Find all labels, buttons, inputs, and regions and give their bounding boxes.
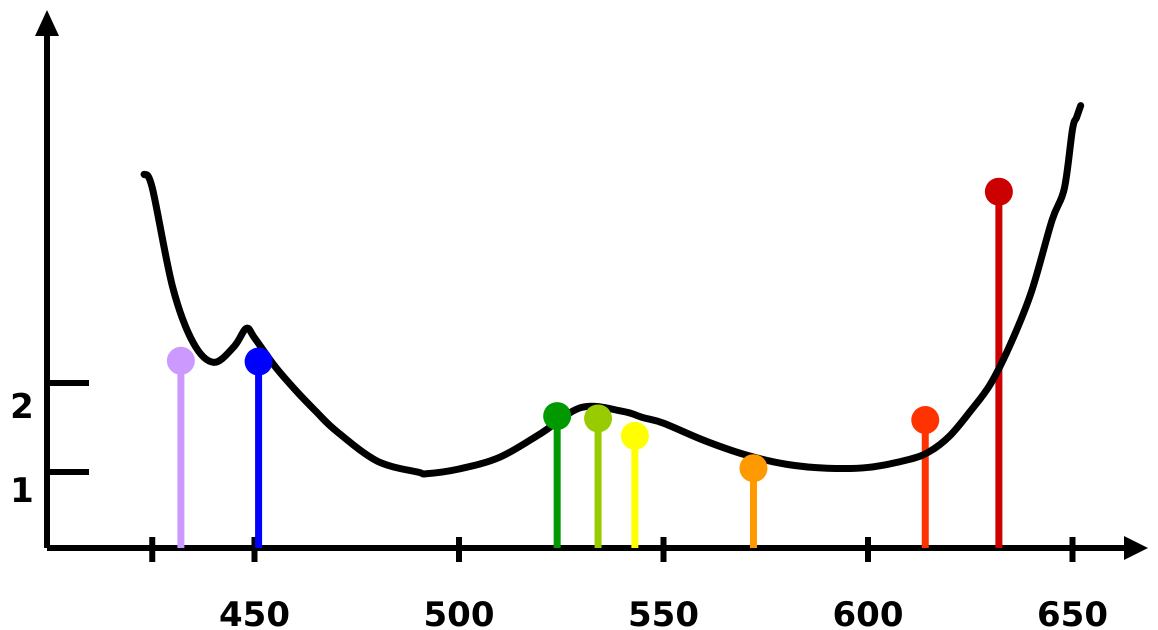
x-tick-label-5: 650 (1037, 595, 1108, 630)
x-tick-label-2: 500 (424, 595, 495, 630)
y-tick-label-0: 1 (10, 471, 34, 511)
x-axis-arrow (1124, 536, 1148, 560)
axes (35, 10, 1148, 560)
curve-line (140, 102, 1085, 478)
point-4 (620, 421, 649, 450)
point-1 (244, 347, 273, 376)
data-points (166, 177, 1013, 483)
x-tick-label-3: 550 (628, 595, 699, 630)
point-0 (166, 346, 195, 375)
point-6 (911, 406, 940, 435)
point-2 (543, 402, 572, 431)
x-tick-label-1: 450 (219, 595, 290, 630)
x-tick-label-4: 600 (833, 595, 904, 630)
y-tick-label-1: 2 (10, 387, 34, 427)
point-3 (584, 404, 613, 433)
stems (177, 191, 1003, 548)
point-5 (739, 454, 768, 483)
y-axis-arrow (35, 10, 59, 36)
tick-labels: 450 500 550 600 650 1 2 (10, 387, 1108, 630)
ticks (47, 380, 1076, 562)
point-7 (984, 177, 1013, 206)
